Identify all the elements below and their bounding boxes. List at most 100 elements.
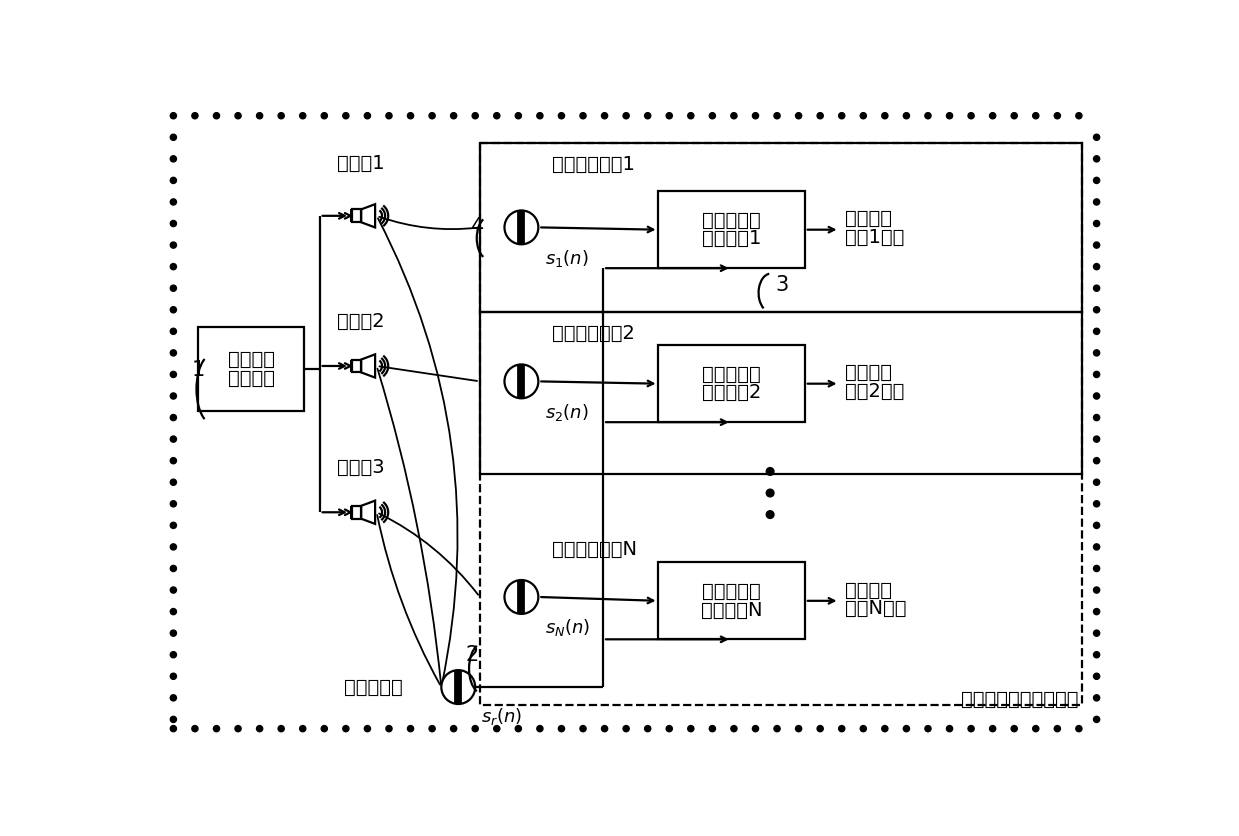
Circle shape (364, 726, 370, 732)
Circle shape (170, 371, 176, 378)
Circle shape (1094, 393, 1100, 399)
Bar (352, 359, 362, 373)
Circle shape (644, 726, 650, 732)
Circle shape (429, 726, 435, 732)
Circle shape (300, 726, 306, 732)
Bar (658, 563, 805, 640)
Circle shape (601, 113, 607, 119)
Circle shape (321, 113, 327, 119)
Circle shape (192, 113, 198, 119)
Circle shape (990, 113, 996, 119)
Circle shape (1032, 113, 1038, 119)
Text: 待定位麦克风2: 待定位麦克风2 (553, 324, 636, 343)
Circle shape (688, 726, 694, 732)
Text: 4: 4 (471, 217, 484, 237)
Circle shape (752, 113, 758, 119)
Circle shape (170, 501, 176, 507)
Circle shape (1094, 501, 1100, 507)
Circle shape (493, 726, 499, 732)
Circle shape (924, 726, 930, 732)
Circle shape (623, 113, 629, 119)
Circle shape (795, 726, 802, 732)
Text: 参考麦克风: 参考麦克风 (344, 677, 403, 696)
Circle shape (1094, 415, 1100, 421)
Circle shape (774, 726, 781, 732)
Circle shape (408, 113, 414, 119)
Text: 待定位麦克风1: 待定位麦克风1 (553, 155, 636, 174)
Text: 麦克风位置: 麦克风位置 (703, 365, 761, 384)
Circle shape (1011, 726, 1017, 732)
Text: 扬声器2: 扬声器2 (337, 312, 384, 331)
Circle shape (1094, 242, 1100, 248)
Circle shape (1094, 263, 1100, 270)
Circle shape (709, 113, 715, 119)
Circle shape (1094, 436, 1100, 442)
Circle shape (170, 457, 176, 464)
Circle shape (766, 467, 774, 476)
Text: $s_1(n)$: $s_1(n)$ (544, 247, 589, 268)
Text: 3: 3 (776, 275, 788, 295)
Circle shape (1094, 651, 1100, 658)
Circle shape (504, 580, 539, 614)
Circle shape (774, 113, 781, 119)
Text: 1: 1 (192, 359, 206, 380)
Text: $s_2(n)$: $s_2(n)$ (544, 401, 589, 423)
Circle shape (766, 511, 774, 518)
Circle shape (601, 726, 607, 732)
Circle shape (860, 113, 866, 119)
Bar (479, 143, 1082, 312)
Circle shape (882, 113, 888, 119)
Circle shape (1094, 716, 1100, 722)
Polygon shape (362, 501, 375, 524)
Bar (352, 506, 362, 518)
Circle shape (1094, 630, 1100, 636)
Circle shape (364, 113, 370, 119)
Circle shape (536, 113, 543, 119)
Circle shape (278, 113, 284, 119)
Circle shape (1094, 544, 1100, 550)
Circle shape (451, 726, 457, 732)
Circle shape (472, 113, 478, 119)
Circle shape (385, 726, 392, 732)
Text: 待定位麦: 待定位麦 (845, 364, 892, 382)
Circle shape (839, 113, 845, 119)
Circle shape (170, 285, 176, 291)
Circle shape (667, 726, 673, 732)
Circle shape (515, 113, 522, 119)
Circle shape (1094, 587, 1100, 593)
Circle shape (170, 587, 176, 593)
Circle shape (924, 113, 930, 119)
Circle shape (903, 726, 909, 732)
Circle shape (504, 211, 539, 244)
Circle shape (170, 609, 176, 614)
Circle shape (1094, 673, 1100, 680)
Text: 克风2坐标: 克风2坐标 (845, 382, 904, 401)
Circle shape (559, 113, 565, 119)
Circle shape (300, 113, 306, 119)
Text: $s_N(n)$: $s_N(n)$ (544, 617, 590, 638)
Text: $s_r(n)$: $s_r(n)$ (482, 706, 523, 726)
Circle shape (990, 726, 996, 732)
Circle shape (623, 726, 629, 732)
Text: 扬声器1: 扬声器1 (337, 154, 384, 173)
Circle shape (1075, 113, 1082, 119)
Circle shape (256, 726, 263, 732)
Circle shape (170, 329, 176, 334)
Circle shape (559, 726, 565, 732)
Text: 估计模块2: 估计模块2 (703, 384, 761, 402)
Circle shape (213, 726, 219, 732)
Circle shape (731, 113, 737, 119)
Circle shape (170, 544, 176, 550)
Circle shape (192, 726, 198, 732)
Bar (349, 506, 352, 518)
Circle shape (817, 113, 823, 119)
Circle shape (903, 113, 909, 119)
Circle shape (170, 242, 176, 248)
Circle shape (321, 726, 327, 732)
Circle shape (441, 670, 476, 704)
Circle shape (213, 113, 219, 119)
Text: 扬声器3: 扬声器3 (337, 458, 384, 477)
Circle shape (731, 726, 737, 732)
Circle shape (1094, 695, 1100, 701)
Circle shape (170, 393, 176, 399)
